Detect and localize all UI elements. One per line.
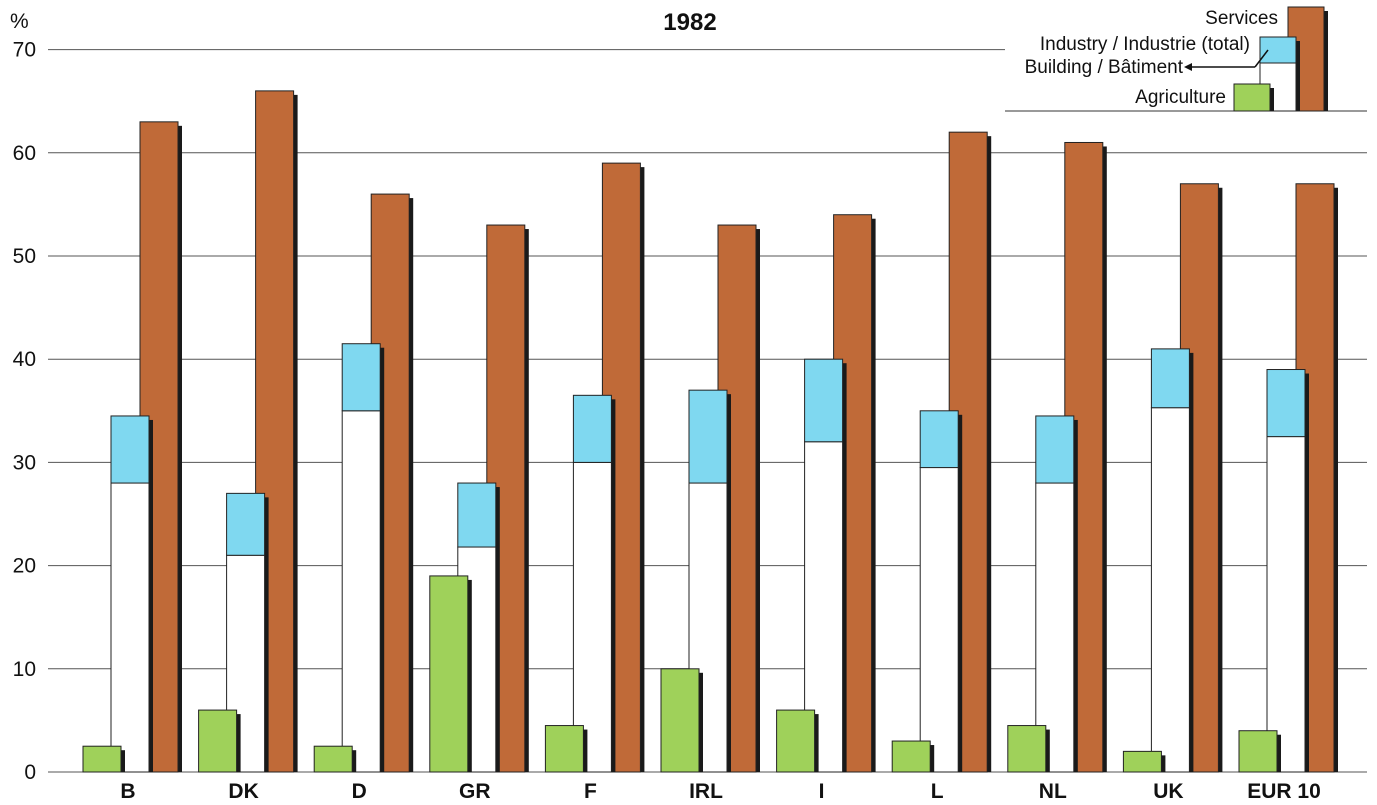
bar-industry <box>110 415 150 484</box>
bar-industry <box>341 343 381 412</box>
y-tick-label: 70 <box>13 39 36 62</box>
bar-industry <box>1035 415 1075 484</box>
y-tick-label: 50 <box>13 245 36 268</box>
category-label: I <box>819 780 825 803</box>
bar-agriculture <box>429 575 469 773</box>
y-tick-label: 40 <box>13 348 36 371</box>
y-tick-label: 30 <box>13 451 36 474</box>
bar-industry <box>1266 369 1306 438</box>
category-label: EUR 10 <box>1247 780 1321 803</box>
bar-building <box>110 482 150 773</box>
y-tick-label: 0 <box>24 761 36 784</box>
bar-agriculture <box>891 740 931 773</box>
bar-agriculture <box>776 709 816 773</box>
bar-industry <box>688 389 728 484</box>
bar-building <box>919 467 959 773</box>
category-label: IRL <box>689 780 723 803</box>
bar-agriculture <box>660 668 700 773</box>
bar-agriculture <box>1238 730 1278 773</box>
bar-agriculture <box>313 745 353 773</box>
bar-industry <box>226 492 266 556</box>
legend-building-label: Building / Bâtiment <box>1025 57 1184 78</box>
bar-industry <box>1150 348 1190 409</box>
legend: Services Industry / Industrie (total) Bu… <box>1005 6 1367 112</box>
legend-arrowhead <box>1184 63 1192 71</box>
legend-industry-swatch <box>1259 36 1297 64</box>
bar-agriculture <box>544 725 584 773</box>
legend-services-label: Services <box>1205 8 1278 29</box>
legend-agriculture-swatch <box>1233 83 1271 112</box>
category-label: DK <box>228 780 258 803</box>
legend-industry-label: Industry / Industrie (total) <box>1040 34 1250 55</box>
y-tick-label: 20 <box>13 555 36 578</box>
bar-agriculture <box>1007 725 1047 773</box>
chart-title: 1982 <box>663 9 716 36</box>
bar-agriculture <box>82 745 122 773</box>
y-axis-label: % <box>10 10 29 33</box>
category-label: L <box>931 780 944 803</box>
bar-agriculture <box>198 709 238 773</box>
bar-industry <box>919 410 959 469</box>
category-label: GR <box>459 780 491 803</box>
bar-building <box>341 410 381 773</box>
category-labels: B DK D GR F IRL I L NL UK EUR 10 <box>120 780 1320 803</box>
bar-building <box>1266 436 1306 773</box>
bar-industry <box>804 358 844 443</box>
y-axis-ticks: 0 10 20 30 40 50 60 70 <box>13 39 36 784</box>
bar-industry <box>457 482 497 548</box>
category-label: D <box>352 780 367 803</box>
category-label: UK <box>1153 780 1183 803</box>
category-label: F <box>584 780 597 803</box>
bar-layer <box>82 90 1338 773</box>
category-label: B <box>120 780 135 803</box>
category-label: NL <box>1039 780 1067 803</box>
bar-building <box>572 461 612 773</box>
legend-agriculture-label: Agriculture <box>1135 87 1226 108</box>
bar-building <box>1150 407 1190 773</box>
y-tick-label: 60 <box>13 142 36 165</box>
bar-agriculture <box>1122 750 1162 773</box>
bar-industry <box>572 394 612 463</box>
y-tick-label: 10 <box>13 658 36 681</box>
legend-industry-pointer <box>1254 49 1269 68</box>
